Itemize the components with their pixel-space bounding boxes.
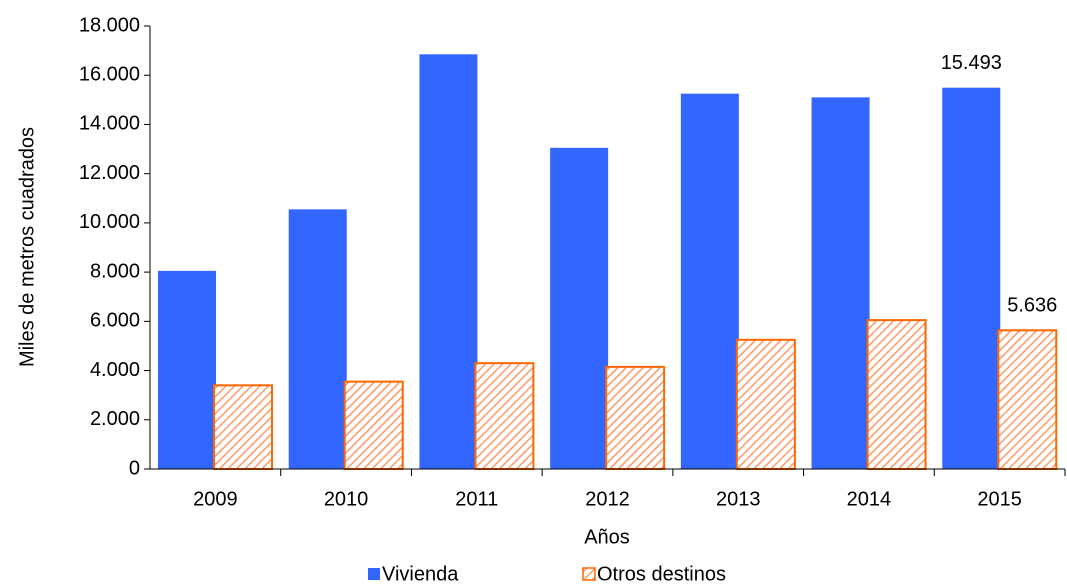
bar bbox=[474, 362, 535, 470]
y-tick-label: 18.000 bbox=[79, 14, 140, 36]
y-tick-label: 4.000 bbox=[90, 359, 140, 381]
bar bbox=[158, 270, 216, 469]
x-tick-label: 2009 bbox=[193, 488, 238, 510]
bar bbox=[811, 97, 870, 469]
y-tick-label: 14.000 bbox=[79, 113, 140, 135]
bar bbox=[288, 209, 347, 469]
y-tick-label: 8.000 bbox=[90, 260, 140, 282]
bar bbox=[735, 338, 796, 470]
value-label: 15.493 bbox=[941, 52, 1002, 74]
y-tick-label: 0 bbox=[129, 457, 140, 479]
bar bbox=[550, 147, 609, 469]
legend-label: Vivienda bbox=[382, 563, 459, 585]
y-tick-label: 2.000 bbox=[90, 408, 140, 430]
x-tick-label: 2015 bbox=[977, 488, 1022, 510]
bar bbox=[343, 380, 404, 470]
legend-swatch bbox=[368, 568, 380, 580]
x-tick-label: 2013 bbox=[716, 488, 761, 510]
x-tick-label: 2014 bbox=[847, 488, 892, 510]
y-tick-label: 16.000 bbox=[79, 64, 140, 86]
bar bbox=[866, 319, 927, 470]
x-tick-label: 2012 bbox=[585, 488, 630, 510]
legend-swatch bbox=[582, 567, 596, 581]
x-axis-label: Años bbox=[584, 526, 630, 548]
value-label: 5.636 bbox=[1007, 295, 1057, 317]
y-tick-label: 10.000 bbox=[79, 211, 140, 233]
y-tick-label: 6.000 bbox=[90, 310, 140, 332]
bar bbox=[942, 87, 1001, 469]
bar bbox=[680, 93, 739, 470]
y-tick-label: 12.000 bbox=[79, 162, 140, 184]
bar bbox=[419, 54, 478, 470]
bar bbox=[213, 384, 273, 471]
y-axis-label: Miles de metros cuadrados bbox=[16, 127, 38, 367]
x-tick-label: 2010 bbox=[324, 488, 369, 510]
bar bbox=[605, 365, 666, 470]
x-tick-label: 2011 bbox=[455, 488, 498, 510]
bar bbox=[997, 329, 1058, 470]
legend-label: Otros destinos bbox=[597, 563, 726, 585]
